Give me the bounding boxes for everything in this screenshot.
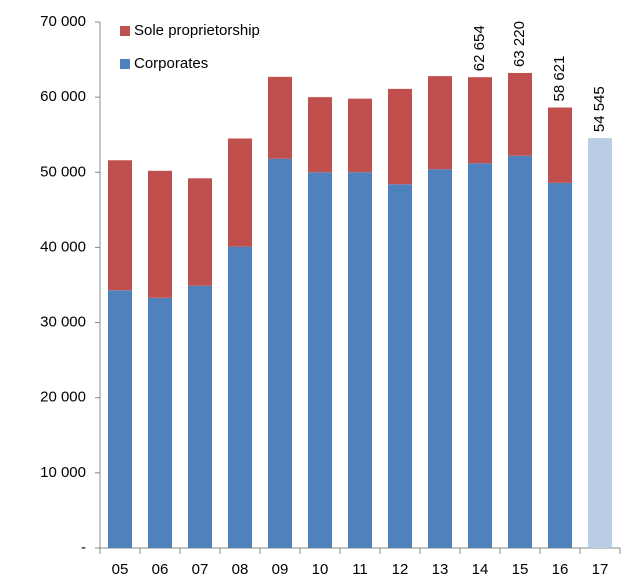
y-tick-label: 30 000 bbox=[40, 314, 86, 331]
x-tick-label: 17 bbox=[592, 561, 609, 578]
x-tick-label: 10 bbox=[312, 561, 329, 578]
bar-segment bbox=[268, 76, 292, 159]
y-tick-label: 50 000 bbox=[40, 163, 86, 180]
bar-segment bbox=[148, 170, 172, 298]
x-tick-label: 09 bbox=[272, 561, 289, 578]
bar-segment bbox=[188, 178, 212, 286]
bar-segment bbox=[148, 297, 172, 548]
x-tick-label: 14 bbox=[472, 561, 489, 578]
x-tick-label: 12 bbox=[392, 561, 409, 578]
y-tick-label: - bbox=[81, 539, 86, 556]
x-tick-label: 07 bbox=[192, 561, 209, 578]
bar-segment bbox=[108, 290, 132, 548]
y-tick-label: 20 000 bbox=[40, 389, 86, 406]
bar-segment bbox=[428, 76, 452, 170]
x-tick-label: 13 bbox=[432, 561, 449, 578]
bar-segment bbox=[508, 155, 532, 549]
total-label: 62 654 bbox=[471, 25, 488, 71]
x-tick-label: 08 bbox=[232, 561, 249, 578]
bar-segment bbox=[548, 182, 572, 548]
y-tick-label: 40 000 bbox=[40, 238, 86, 255]
legend-swatch bbox=[120, 59, 130, 69]
y-tick-label: 10 000 bbox=[40, 464, 86, 481]
bar-segment bbox=[348, 98, 372, 173]
bar-segment bbox=[308, 97, 332, 173]
total-label: 58 621 bbox=[551, 56, 568, 102]
y-tick-label: 70 000 bbox=[40, 13, 86, 30]
x-tick-label: 16 bbox=[552, 561, 569, 578]
x-tick-label: 15 bbox=[512, 561, 529, 578]
bar-segment bbox=[308, 172, 332, 549]
bar-segment bbox=[188, 285, 212, 548]
bar-segment bbox=[428, 169, 452, 548]
x-tick-label: 06 bbox=[152, 561, 169, 578]
bar-segment bbox=[268, 158, 292, 548]
bar-segment bbox=[468, 77, 492, 164]
bar-segment bbox=[588, 138, 612, 548]
bar-segment bbox=[548, 107, 572, 183]
bar-segment bbox=[228, 246, 252, 549]
bar-segment bbox=[228, 138, 252, 247]
legend-label: Corporates bbox=[134, 55, 208, 72]
total-label: 63 220 bbox=[511, 21, 528, 67]
legend-label: Sole proprietorship bbox=[134, 22, 260, 39]
legend-swatch bbox=[120, 26, 130, 36]
x-tick-label: 05 bbox=[112, 561, 129, 578]
bar-segment bbox=[388, 184, 412, 548]
bar-segment bbox=[108, 160, 132, 291]
x-tick-label: 11 bbox=[352, 561, 368, 578]
total-label: 54 545 bbox=[591, 86, 608, 132]
y-tick-label: 60 000 bbox=[40, 88, 86, 105]
bar-segment bbox=[388, 88, 412, 185]
bar-segment bbox=[508, 72, 532, 156]
bar-segment bbox=[348, 172, 372, 549]
bar-segment bbox=[468, 163, 492, 549]
